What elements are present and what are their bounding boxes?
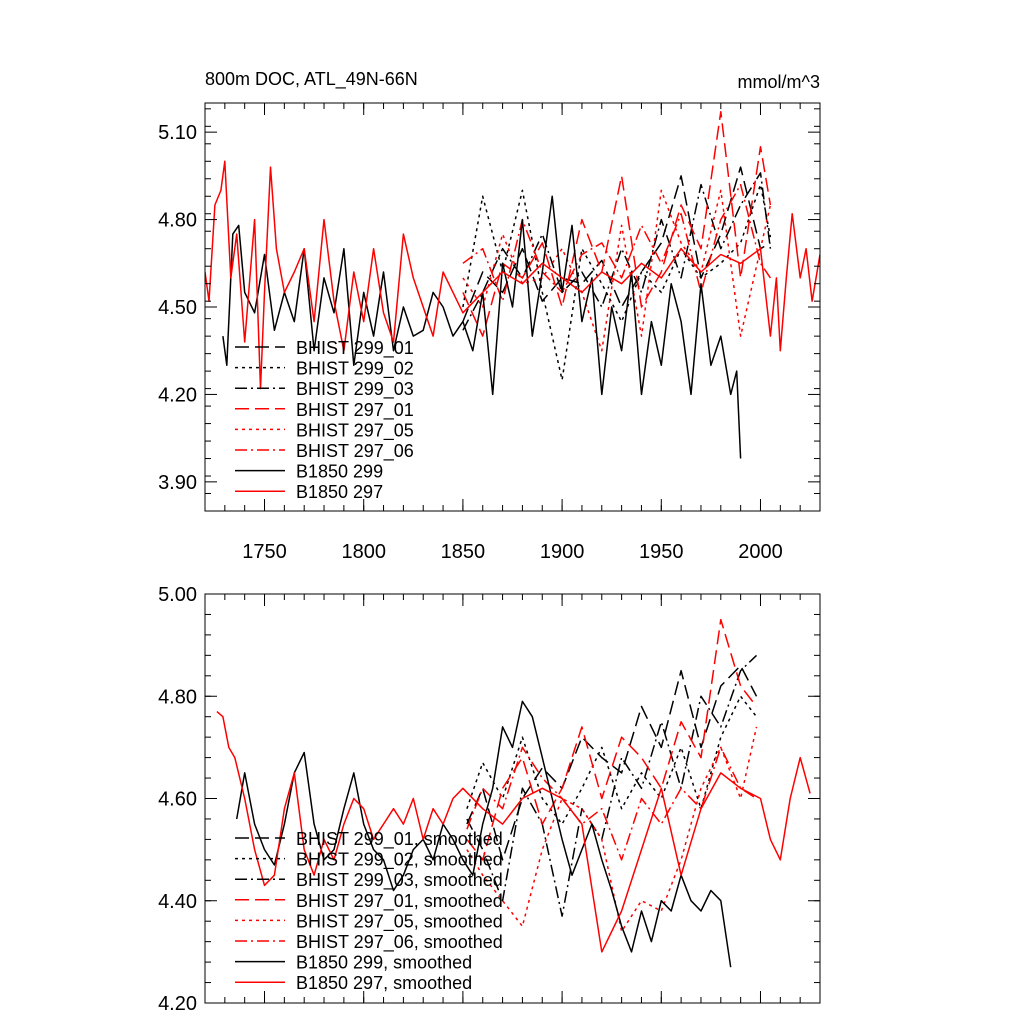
legend-label: B1850 299 [296,462,383,482]
series-line-6 [235,700,732,968]
y-tick-label: 5.10 [158,122,197,144]
top-panel: 800m DOC, ATL_49N-66N mmol/m^3 3.90 4.20 4… [158,69,821,563]
units-label: mmol/m^3 [738,72,820,92]
legend-label: BHIST 297_06 [296,441,414,462]
series-line-0 [462,166,771,322]
series-line-0 [466,664,758,861]
legend-label: BHIST 299_01, smoothed [296,829,503,850]
series-line-4 [462,189,772,352]
series-line-7 [205,160,820,390]
legend-label: B1850 297, smoothed [296,973,472,993]
y-tick-label: 4.80 [158,686,197,708]
series-line-1 [466,695,758,825]
bottom-panel: 4.20 4.40 4.60 4.80 5.00 BHIST 299_01, smooth… [158,584,821,1015]
x-tick-label: 1850 [441,541,486,563]
y-tick-label: 4.20 [158,993,197,1015]
legend-label: B1850 297 [296,482,383,502]
series-line-4 [466,726,758,933]
legend-label: BHIST 297_06, smoothed [296,932,503,953]
series-lines [216,618,811,968]
y-tick-label: 4.20 [158,384,197,406]
x-tick-label: 1800 [341,541,386,563]
legend-label: BHIST 297_01, smoothed [296,891,503,912]
legend-label: BHIST 297_01 [296,400,414,421]
legend-label: BHIST 299_01 [296,338,414,359]
legend-label: BHIST 299_03 [296,379,414,400]
series-line-3 [462,110,772,337]
series-line-1 [462,183,772,381]
series-lines [205,110,820,459]
legend-label: BHIST 299_02 [296,359,414,380]
y-tick-label: 4.80 [158,210,197,232]
x-tick-label: 1900 [540,541,585,563]
legend-label: B1850 299, smoothed [296,953,472,973]
series-line-5 [462,183,772,302]
legend-label: BHIST 299_02, smoothed [296,850,503,871]
legend-label: BHIST 297_05, smoothed [296,911,503,932]
legend-label: BHIST 299_03, smoothed [296,870,503,891]
series-line-6 [222,195,742,459]
y-tick-label: 3.90 [158,472,197,494]
x-tick-label: 1750 [242,541,287,563]
series-line-5 [466,746,757,861]
chart-title: 800m DOC, ATL_49N-66N [205,69,418,90]
y-tick-label: 4.40 [158,891,197,913]
y-tick-label: 4.50 [158,297,197,319]
y-tick-label: 5.00 [158,584,197,606]
y-tick-label: 4.60 [158,789,197,811]
series-line-3 [466,618,758,861]
series-line-7 [216,711,811,953]
series-line-2 [462,172,772,331]
x-tick-label: 1950 [639,541,684,563]
legend-label: BHIST 297_05 [296,420,414,441]
x-tick-label: 2000 [738,541,783,563]
